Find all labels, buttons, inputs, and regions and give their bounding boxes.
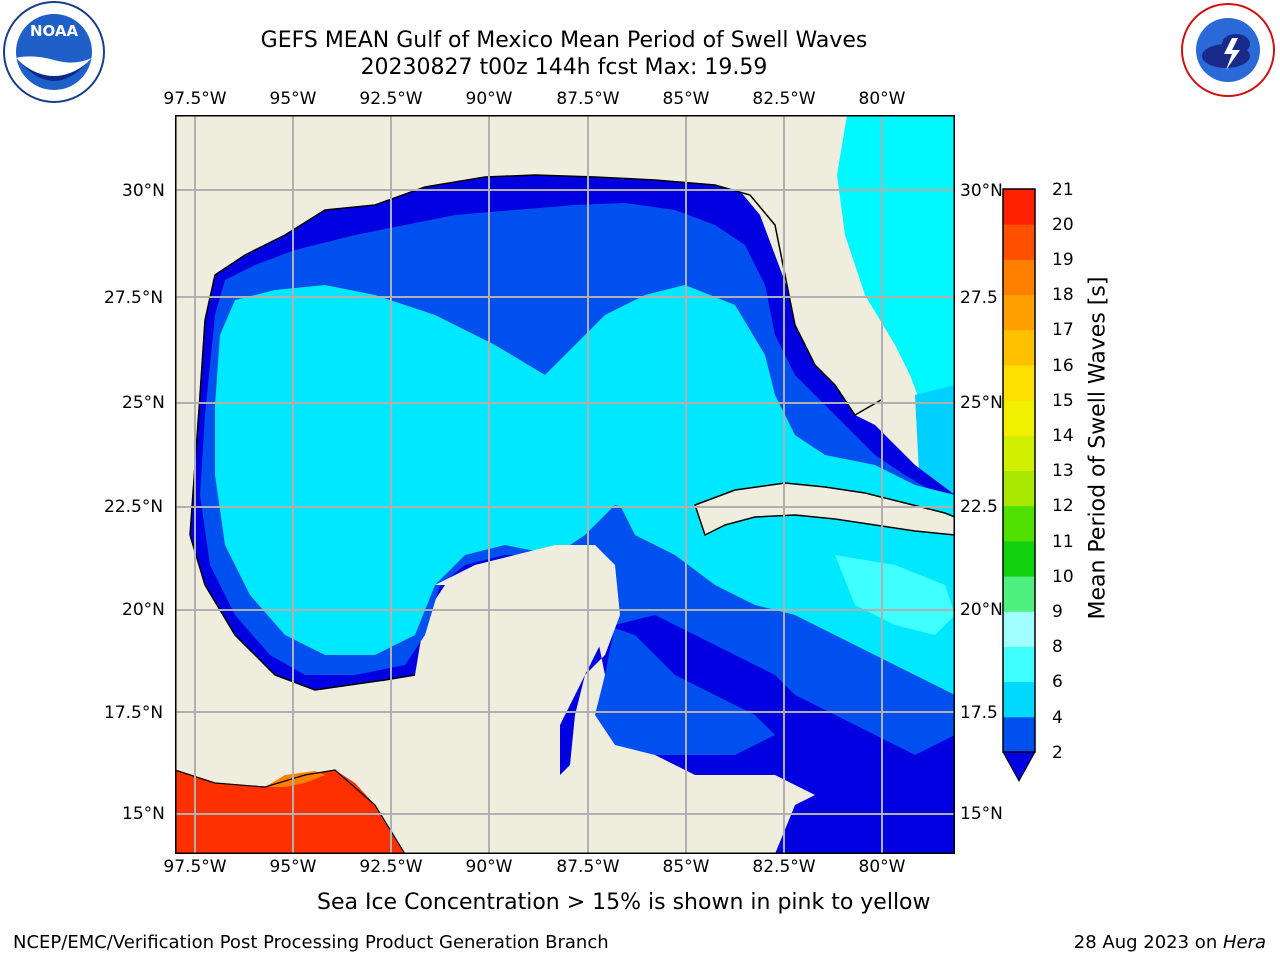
lon-label-top: 82.5°W [752,89,816,109]
colorbar-tick: 20 [1052,215,1074,235]
colorbar-tick: 19 [1052,250,1074,270]
colorbar-tick: 4 [1052,708,1063,728]
colorbar-bin [1003,611,1035,647]
colorbar-tick: 18 [1052,285,1074,305]
colorbar-tick: 8 [1052,637,1063,657]
lat-label-left: 22.5°N [104,497,164,517]
colorbar-bin [1003,716,1035,753]
noaa-logo: NOAA [3,1,105,103]
colorbar-tick: 6 [1052,672,1063,692]
lat-label-left: 27.5°N [104,288,164,308]
colorbar-bin [1003,364,1035,401]
lat-label-right: 27.5 [960,288,998,308]
lat-label-right: 22.5 [960,497,998,517]
title-line-2: 20230827 t00z 144h fcst Max: 19.59 [360,55,768,80]
lat-label-right: 15°N [960,804,1003,824]
colorbar-tick: 10 [1052,567,1074,587]
colorbar-under-arrow [1002,751,1036,783]
colorbar-bin [1003,224,1035,260]
colorbar-bin [1003,259,1035,296]
nws-logo [1181,3,1275,97]
lon-label-top: 90°W [465,89,513,109]
lon-label-bottom: 95°W [269,857,317,877]
colorbar-bin [1003,400,1035,436]
colorbar-title: Mean Period of Swell Waves [s] [1085,276,1111,620]
lat-label-right: 30°N [960,181,1003,201]
florida-land [735,185,881,415]
sea-ice-note: Sea Ice Concentration > 15% is shown in … [317,890,931,915]
colorbar [1002,188,1036,783]
title-line-1: GEFS MEAN Gulf of Mexico Mean Period of … [260,28,868,53]
lon-label-bottom: 92.5°W [359,857,423,877]
yucatan-land [175,545,775,854]
lon-label-bottom: 90°W [465,857,513,877]
colorbar-tick: 9 [1052,602,1063,622]
lat-label-left: 15°N [122,804,165,824]
colorbar-tick: 11 [1052,532,1074,552]
lon-label-top: 95°W [269,89,317,109]
colorbar-tick: 14 [1052,426,1074,446]
colorbar-tick: 17 [1052,320,1074,340]
colorbar-tick: 13 [1052,461,1074,481]
colorbar-bin [1003,435,1035,471]
lon-label-bottom: 80°W [858,857,906,877]
lat-label-right: 20°N [960,600,1003,620]
lon-label-bottom: 97.5°W [163,857,227,877]
colorbar-bin [1003,646,1035,683]
footer-right: 28 Aug 2023 on Hera [1074,932,1266,953]
colorbar-tick: 2 [1052,743,1063,763]
colorbar-tick: 21 [1052,180,1074,200]
lon-label-top: 85°W [662,89,710,109]
footer-left: NCEP/EMC/Verification Post Processing Pr… [13,932,609,953]
colorbar-bin [1003,576,1035,612]
colorbar-bin [1003,470,1035,507]
graticule [175,115,955,854]
lat-label-left: 17.5°N [104,703,164,723]
lon-label-bottom: 85°W [662,857,710,877]
colorbar-bin [1003,329,1035,366]
footer-host: Hera [1222,932,1266,953]
footer-date: 28 Aug 2023 on [1073,932,1223,953]
gulf-map [175,115,955,854]
lat-label-right: 17.5 [960,703,998,723]
colorbar-bin [1003,189,1035,225]
lat-label-left: 20°N [122,600,165,620]
colorbar-bin [1003,294,1035,331]
lon-label-bottom: 82.5°W [752,857,816,877]
lon-label-top: 97.5°W [163,89,227,109]
lat-label-left: 30°N [122,181,165,201]
colorbar-tick: 15 [1052,391,1074,411]
lat-label-left: 25°N [122,393,165,413]
colorbar-tick: 16 [1052,356,1074,376]
lon-label-top: 87.5°W [556,89,620,109]
lon-label-top: 80°W [858,89,906,109]
colorbar-bin [1003,505,1035,542]
colorbar-bin [1003,540,1035,577]
colorbar-tick: 12 [1052,496,1074,516]
cuba-land [694,482,955,537]
lon-label-bottom: 87.5°W [556,857,620,877]
colorbar-bin [1003,681,1035,718]
lon-label-top: 92.5°W [359,89,423,109]
svg-text:NOAA: NOAA [30,22,79,40]
pacific-swell [175,770,405,854]
lat-label-right: 25°N [960,393,1003,413]
